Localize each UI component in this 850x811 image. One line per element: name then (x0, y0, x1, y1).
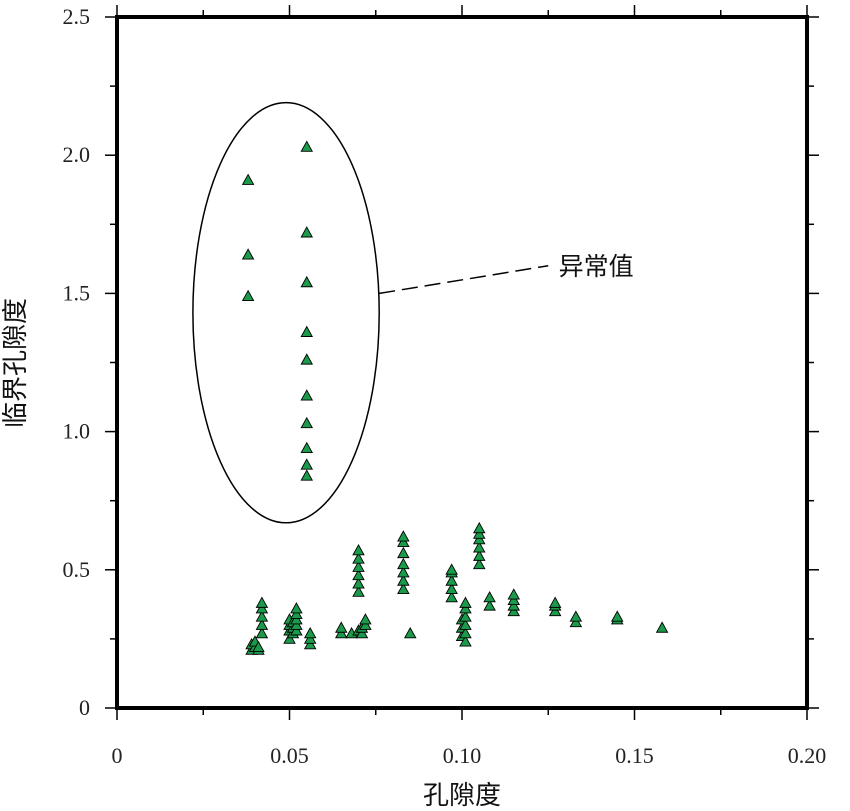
y-tick-label: 2.5 (63, 4, 91, 29)
outlier-point (300, 441, 314, 454)
outlier-point (300, 353, 314, 365)
data-point (290, 613, 303, 625)
outlier-point (241, 173, 255, 185)
data-point (507, 593, 521, 606)
outlier-point (300, 416, 314, 429)
data-point (445, 591, 458, 603)
data-point (290, 607, 303, 619)
data-point (352, 552, 365, 564)
tick-labels: 0 0.05 0.10 0.15 0.20 0 0.5 1.0 1.5 2.0 2.5 (63, 4, 827, 768)
data-point (459, 626, 472, 639)
data-point (403, 626, 417, 639)
data-point (472, 549, 486, 561)
data-point (548, 604, 562, 617)
data-point (610, 610, 624, 622)
data-point (255, 596, 269, 608)
data-points (241, 140, 669, 655)
data-point (334, 626, 348, 639)
data-point (483, 591, 496, 603)
data-point (355, 626, 369, 639)
data-point (255, 618, 269, 630)
data-point (359, 613, 372, 625)
y-tick-label: 2.0 (63, 142, 91, 167)
outlier-ellipse (192, 101, 380, 524)
data-point (569, 610, 583, 622)
x-tick-label: 0 (112, 743, 123, 768)
data-point (352, 544, 365, 556)
outlier-point (300, 469, 314, 481)
outlier-point (300, 325, 314, 337)
data-point (359, 618, 372, 630)
y-tick-label: 1.0 (63, 419, 91, 444)
data-point (397, 574, 410, 586)
y-tick-label: 0.5 (63, 557, 91, 582)
annotation-leader (379, 265, 549, 295)
data-point (472, 541, 486, 553)
data-point (290, 602, 303, 614)
data-point (290, 624, 303, 636)
y-axis-title: 临界孔隙度 (1, 298, 31, 428)
data-point (303, 626, 317, 639)
data-point (459, 610, 472, 622)
data-point (352, 560, 365, 572)
data-point (352, 577, 365, 589)
data-point (655, 621, 669, 633)
data-point (255, 602, 269, 614)
outlier-point (300, 275, 314, 288)
outlier-point (300, 226, 314, 238)
data-point (283, 632, 296, 644)
data-point (397, 557, 410, 570)
data-point (459, 602, 472, 614)
data-point (255, 610, 269, 622)
data-point (507, 604, 521, 617)
annotation-label: 异常值 (559, 252, 634, 281)
x-tick-label: 0.10 (443, 743, 482, 768)
data-point (290, 618, 303, 630)
data-point (472, 532, 486, 545)
x-tick-label: 0.05 (270, 743, 309, 768)
data-point (472, 521, 486, 534)
data-point (569, 615, 583, 628)
data-point (548, 596, 562, 608)
y-tick-label: 1.5 (63, 280, 91, 305)
data-point (334, 621, 348, 633)
outlier-point (300, 458, 314, 470)
data-point (459, 596, 472, 608)
data-point (459, 618, 472, 630)
data-point (445, 582, 458, 594)
outlier-point (241, 289, 255, 302)
data-point (472, 527, 486, 539)
data-point (397, 582, 410, 594)
data-point (397, 530, 410, 542)
data-point (507, 599, 521, 611)
outlier-point (241, 248, 255, 260)
outlier-point (300, 389, 314, 401)
y-tick-label: 0 (79, 695, 90, 720)
data-point (459, 635, 472, 647)
data-point (352, 585, 365, 597)
data-point (445, 563, 458, 575)
data-point (397, 566, 410, 578)
data-point (303, 638, 317, 650)
data-point (507, 588, 521, 600)
annotation: 异常值 (192, 101, 634, 524)
data-point (472, 557, 486, 570)
data-point (483, 599, 496, 611)
outlier-point (300, 140, 314, 152)
plot-frame (115, 15, 809, 710)
data-point (303, 632, 317, 644)
x-axis-title: 孔隙度 (423, 781, 501, 811)
data-point (397, 535, 410, 548)
data-point (255, 626, 269, 639)
data-point (352, 568, 365, 581)
data-point (252, 640, 265, 653)
data-point (397, 546, 410, 559)
x-tick-label: 0.20 (788, 743, 827, 768)
x-tick-label: 0.15 (615, 743, 654, 768)
data-point (445, 574, 458, 586)
